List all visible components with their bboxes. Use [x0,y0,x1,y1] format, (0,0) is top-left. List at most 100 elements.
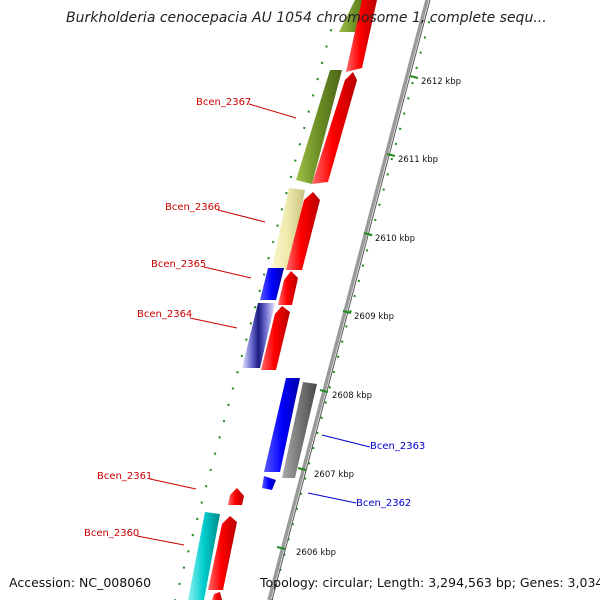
tick-dot [336,355,340,359]
position-ruler: 2612 kbp 2611 kbp 2610 kbp 2609 kbp 2608… [276,75,461,558]
leader-bcen-2367 [248,103,297,119]
tick-dot [196,517,199,521]
ruler-tick [342,310,352,314]
tick-dot [374,218,377,222]
ruler-label-2608: 2608 kbp [332,391,372,401]
leader-bcen-2364 [189,317,238,329]
tick-dot [271,240,275,244]
tick-dot [253,305,257,309]
orf-bcen-2359[interactable] [212,592,222,600]
topology-summary: Topology: circular; Length: 3,294,563 bp… [259,575,600,590]
ruler-label-2610: 2610 kbp [375,234,415,244]
cog-track [188,0,372,600]
ruler-label-2607: 2607 kbp [314,470,354,480]
cog-bar-blue-lower[interactable] [264,378,300,472]
tick-dot [218,436,221,439]
cog-bar-blue[interactable] [260,268,284,300]
gene-label-bcen-2360[interactable]: Bcen_2360 [84,528,139,539]
tick-dot [332,370,336,374]
tick-dot [222,419,226,423]
tick-dot [361,264,365,267]
cog-bar-gray[interactable] [282,382,317,478]
tick-dot [402,112,406,115]
tick-dot [249,322,253,325]
gene-label-bcen-2366[interactable]: Bcen_2366 [165,202,220,213]
orf-bcen-2364[interactable] [261,306,290,370]
tick-dot [182,566,186,569]
ruler-label-2606: 2606 kbp [296,548,336,558]
tick-dot [329,29,333,32]
orf-bcen-2366[interactable] [286,192,320,270]
tick-dot [394,142,398,146]
tick-dot [280,208,284,211]
gene-labels: Bcen_2367 Bcen_2366 Bcen_2365 Bcen_2364 … [84,97,425,539]
tick-dot [267,257,270,260]
tick-dot [325,45,328,48]
tick-dot [390,157,394,161]
backbone-line [267,0,431,600]
tick-dot [316,431,319,435]
gene-label-bcen-2364[interactable]: Bcen_2364 [137,309,192,320]
tick-dot [427,21,431,24]
ruler-tick [319,389,329,393]
tick-dot [328,386,332,389]
tick-dot [411,81,414,85]
tick-dot [258,289,261,293]
ruler-tick [363,232,373,236]
orf-bcen-2365[interactable] [278,271,298,305]
leader-bcen-2362 [307,492,357,504]
tick-dot [231,387,235,390]
tick-dot [415,66,418,70]
tick-dot [349,310,352,313]
leader-bcen-2360 [136,535,185,546]
tick-dot [407,97,410,100]
leader-bcen-2361 [149,478,197,490]
tick-dot [285,191,288,195]
tick-dot [312,446,315,450]
tick-dot [353,294,356,298]
tick-dot [236,371,239,374]
tick-dot [240,354,244,358]
cog-bar-olive-2[interactable] [296,70,342,184]
tick-dot [294,159,297,162]
tick-dot [187,550,190,553]
cog-bar-khaki[interactable] [272,188,305,270]
ruler-tick [276,546,286,550]
tick-dot [398,127,402,130]
leader-bcen-2363 [321,434,371,448]
gene-label-bcen-2362[interactable]: Bcen_2362 [356,498,411,509]
ruler-label-2609: 2609 kbp [354,312,394,322]
orf-bcen-2367[interactable] [312,72,357,184]
cog-bar-cyan[interactable] [188,512,220,600]
ruler-label-2612: 2612 kbp [421,77,461,87]
orf-bcen-2368[interactable] [346,0,377,72]
tick-dot [419,51,422,54]
gene-label-bcen-2367[interactable]: Bcen_2367 [196,97,251,108]
tick-dot [382,188,385,191]
leader-bcen-2365 [203,266,252,279]
orf-bcen-2361[interactable] [228,488,244,505]
tick-dot [378,203,381,206]
leader-bcen-2366 [217,209,266,223]
gene-leader-lines-upper [136,103,297,546]
cog-bar-striped[interactable] [242,303,275,368]
tick-dot [178,582,181,586]
map-title: Burkholderia cenocepacia AU 1054 chromos… [66,10,547,26]
tick-dot [365,249,369,252]
tick-dot-track [174,21,431,600]
tick-dot [307,110,310,113]
gene-label-bcen-2363[interactable]: Bcen_2363 [370,441,425,452]
ruler-label-2611: 2611 kbp [398,155,438,165]
ruler-tick [297,467,307,471]
orf-track-forward [208,0,377,600]
orf-bcen-2360[interactable] [208,516,237,590]
ruler-tick [386,153,396,157]
gene-label-bcen-2361[interactable]: Bcen_2361 [97,471,152,482]
tick-dot [340,340,344,343]
cog-bar-blue-arrow[interactable] [262,476,276,490]
ruler-tick [409,75,419,79]
tick-dot [245,338,248,341]
gene-label-bcen-2365[interactable]: Bcen_2365 [151,259,206,270]
